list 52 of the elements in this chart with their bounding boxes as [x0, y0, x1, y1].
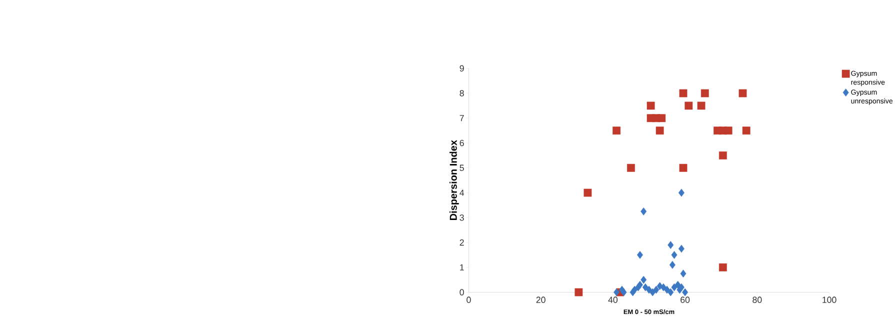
point [653, 286, 660, 294]
y-tick-label: 2 [460, 239, 464, 246]
point [640, 276, 647, 284]
point [680, 270, 686, 278]
y-axis-title: Dispersion Index [450, 140, 459, 220]
y-tick-label: 9 [460, 65, 464, 72]
point [637, 280, 643, 289]
point [682, 288, 688, 296]
point [656, 126, 664, 135]
point [650, 288, 656, 296]
point [658, 114, 666, 122]
y-tick-label: 4 [460, 190, 464, 196]
point [697, 102, 706, 110]
point [718, 264, 727, 272]
point [614, 288, 620, 296]
point [671, 251, 678, 259]
point [679, 164, 688, 172]
point [640, 208, 647, 216]
point [679, 89, 688, 98]
point [668, 241, 674, 250]
y-tick-label: 5 [460, 164, 464, 172]
point [671, 283, 678, 292]
point [612, 126, 621, 135]
x-tick-label: 100 [822, 296, 836, 304]
point [574, 288, 583, 296]
point [742, 126, 750, 135]
point [637, 251, 643, 259]
y-tick-label: 3 [460, 214, 464, 221]
point [718, 152, 727, 160]
point [646, 102, 655, 110]
y-tick-label: 0 [460, 289, 464, 296]
x-tick-label: 20 [536, 296, 546, 304]
point [678, 244, 684, 253]
point [632, 286, 638, 294]
x-tick-label: 80 [752, 296, 762, 304]
point [584, 188, 592, 197]
point [627, 164, 635, 172]
y-tick-label: 1 [460, 264, 464, 270]
x-tick-label: 60 [680, 296, 690, 304]
point [669, 261, 676, 269]
point [620, 288, 627, 296]
x-tick-label: 0 [466, 296, 471, 304]
point [678, 188, 684, 197]
x-tick-label: 40 [608, 296, 618, 304]
point [738, 89, 747, 98]
point [724, 126, 732, 135]
point [684, 102, 693, 110]
y-tick-label: 6 [460, 140, 464, 146]
y-tick-label: 8 [460, 90, 464, 96]
y-tick-label: 7 [460, 115, 464, 122]
point [700, 89, 709, 98]
point [668, 288, 674, 296]
